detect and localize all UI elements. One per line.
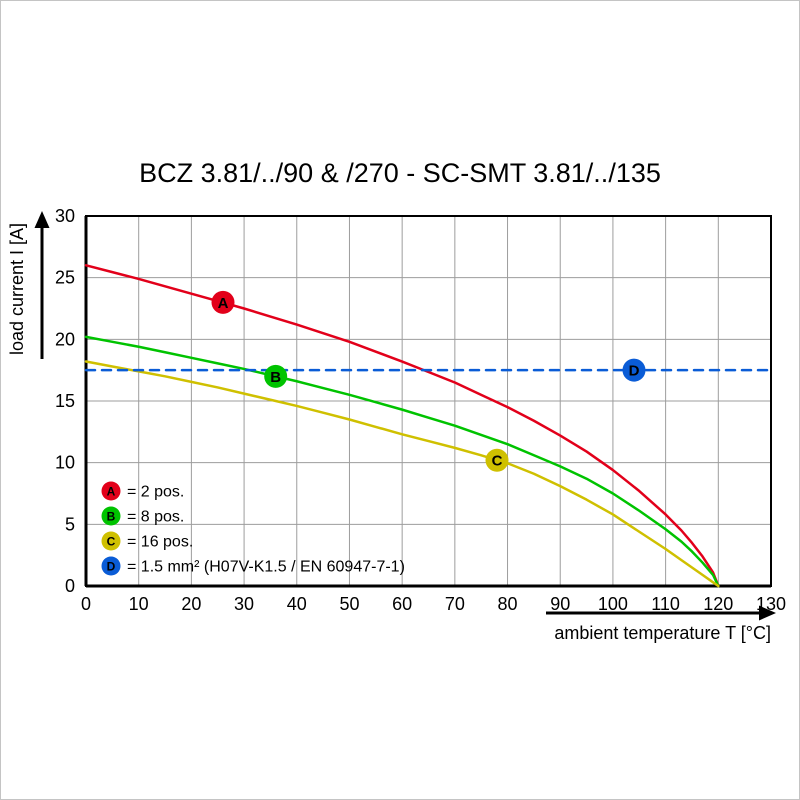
legend-badge-letter: B: [107, 510, 116, 524]
x-tick-label: 90: [550, 594, 570, 614]
y-axis-title: load current I [A]: [7, 223, 27, 355]
y-tick-label: 0: [65, 576, 75, 596]
legend-item-C: C = 16 pos.: [101, 531, 193, 551]
legend-label-C: = 16 pos.: [127, 534, 193, 551]
series-A-curve: [84, 264, 720, 588]
legend-item-B: B = 8 pos.: [101, 506, 184, 526]
legend-badge-D: [101, 556, 121, 576]
curve-marker-letter: D: [629, 363, 640, 380]
y-tick-label: 20: [55, 329, 75, 349]
x-axis-title: ambient temperature T [°C]: [554, 623, 771, 643]
curve-marker-A: A: [211, 290, 235, 314]
x-tick-label: 120: [703, 594, 733, 614]
curve-marker-letter: C: [492, 453, 503, 470]
x-tick-label: 70: [445, 594, 465, 614]
legend-badge-C: [101, 531, 121, 551]
x-tick-label: 60: [392, 594, 412, 614]
legend-label-D: = 1.5 mm² (H07V-K1.5 / EN 60947-7-1): [127, 559, 405, 576]
curve-marker-letter: A: [218, 295, 229, 312]
legend-badge-letter: C: [107, 535, 116, 549]
legend-item-A: A = 2 pos.: [101, 481, 184, 501]
legend-badge-B: [101, 506, 121, 526]
y-axis-arrow-icon: [34, 211, 50, 359]
legend-item-D: D = 1.5 mm² (H07V-K1.5 / EN 60947-7-1): [101, 556, 405, 576]
series-C-curve: [84, 360, 720, 588]
legend-label-B: = 8 pos.: [127, 509, 184, 526]
x-tick-label: 20: [181, 594, 201, 614]
y-tick-label: 30: [55, 206, 75, 226]
curve-marker-D: D: [622, 358, 646, 382]
x-tick-label: 100: [598, 594, 628, 614]
y-tick-label: 5: [65, 514, 75, 534]
chart-title: BCZ 3.81/../90 & /270 - SC-SMT 3.81/../1…: [139, 158, 661, 188]
x-tick-label: 110: [651, 594, 680, 614]
curve-marker-letter: B: [270, 369, 281, 386]
y-tick-label: 10: [55, 453, 75, 473]
curve-marker-B: B: [264, 364, 288, 388]
x-axis-arrow-icon: [546, 605, 776, 621]
legend-badge-A: [101, 481, 121, 501]
y-tick-label: 25: [55, 268, 75, 288]
y-tick-label: 15: [55, 391, 75, 411]
x-tick-label: 80: [498, 594, 518, 614]
series-B-curve: [84, 335, 720, 588]
x-tick-label: 0: [81, 594, 91, 614]
x-tick-label: 40: [287, 594, 307, 614]
legend-badge-letter: A: [107, 485, 116, 499]
curve-marker-C: C: [485, 448, 509, 472]
x-tick-label: 30: [234, 594, 254, 614]
x-tick-label: 130: [756, 594, 786, 614]
x-tick-label: 50: [339, 594, 359, 614]
legend-label-A: = 2 pos.: [127, 484, 184, 501]
x-tick-label: 10: [129, 594, 149, 614]
legend-badge-letter: D: [107, 560, 116, 574]
